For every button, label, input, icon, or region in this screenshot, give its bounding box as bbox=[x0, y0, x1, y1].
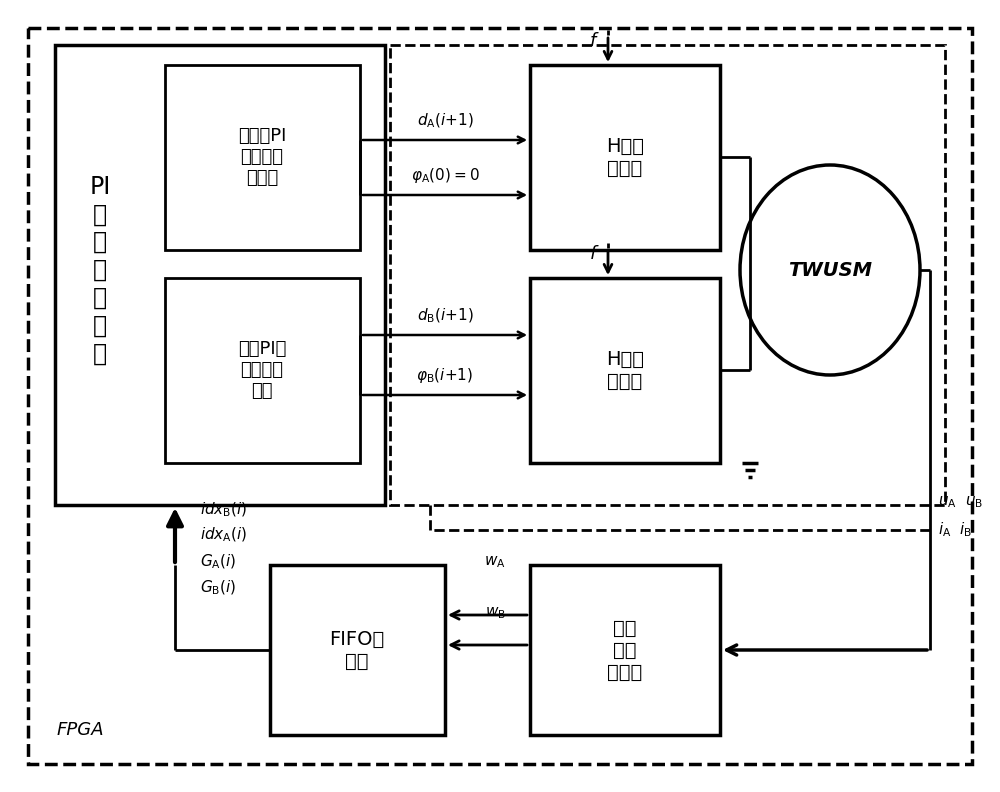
Text: $d_\mathrm{B}(i{+}1)$: $d_\mathrm{B}(i{+}1)$ bbox=[417, 307, 473, 325]
Text: $w_\mathrm{B}$: $w_\mathrm{B}$ bbox=[485, 605, 505, 621]
Text: $idx_\mathrm{A}(i)$: $idx_\mathrm{A}(i)$ bbox=[200, 526, 247, 544]
Text: FPGA: FPGA bbox=[56, 721, 104, 739]
Bar bbox=[55, 45, 385, 505]
Bar bbox=[530, 565, 720, 735]
Text: $idx_\mathrm{B}(i)$: $idx_\mathrm{B}(i)$ bbox=[200, 501, 247, 520]
Text: $w_\mathrm{A}$: $w_\mathrm{A}$ bbox=[484, 554, 506, 570]
Text: PI
迭
代
学
习
控
制: PI 迭 代 学 习 控 制 bbox=[89, 174, 111, 365]
Text: $\varphi_\mathrm{A}(0){=}0$: $\varphi_\mathrm{A}(0){=}0$ bbox=[411, 166, 479, 185]
Text: $f$: $f$ bbox=[589, 32, 599, 50]
Text: $d_\mathrm{A}(i{+}1)$: $d_\mathrm{A}(i{+}1)$ bbox=[417, 112, 473, 130]
Text: TWUSM: TWUSM bbox=[788, 261, 872, 280]
Text: $\varphi_\mathrm{B}(i{+}1)$: $\varphi_\mathrm{B}(i{+}1)$ bbox=[416, 366, 474, 385]
Text: $i_\mathrm{A}$  $i_\mathrm{B}$: $i_\mathrm{A}$ $i_\mathrm{B}$ bbox=[938, 520, 972, 539]
Bar bbox=[530, 278, 720, 463]
Text: $u_\mathrm{A}$  $u_\mathrm{B}$: $u_\mathrm{A}$ $u_\mathrm{B}$ bbox=[938, 494, 983, 510]
Text: H桥驱
动电路: H桥驱 动电路 bbox=[606, 349, 644, 390]
Text: $G_\mathrm{B}(i)$: $G_\mathrm{B}(i)$ bbox=[200, 579, 236, 597]
Bar bbox=[165, 278, 360, 463]
Text: 占空比PI
迭代学习
控制器: 占空比PI 迭代学习 控制器 bbox=[238, 128, 286, 187]
Bar bbox=[165, 65, 360, 250]
Bar bbox=[530, 65, 720, 250]
Bar bbox=[270, 565, 445, 735]
Text: FIFO存
储器: FIFO存 储器 bbox=[329, 630, 385, 671]
Text: 相位PI迭
代学习控
制器: 相位PI迭 代学习控 制器 bbox=[238, 341, 286, 400]
Text: 振动
模态
观测器: 振动 模态 观测器 bbox=[607, 619, 643, 681]
Text: H桥驱
动电路: H桥驱 动电路 bbox=[606, 136, 644, 177]
Text: $G_\mathrm{A}(i)$: $G_\mathrm{A}(i)$ bbox=[200, 553, 236, 571]
Text: $f$: $f$ bbox=[589, 245, 599, 263]
Bar bbox=[390, 45, 945, 505]
Ellipse shape bbox=[740, 165, 920, 375]
